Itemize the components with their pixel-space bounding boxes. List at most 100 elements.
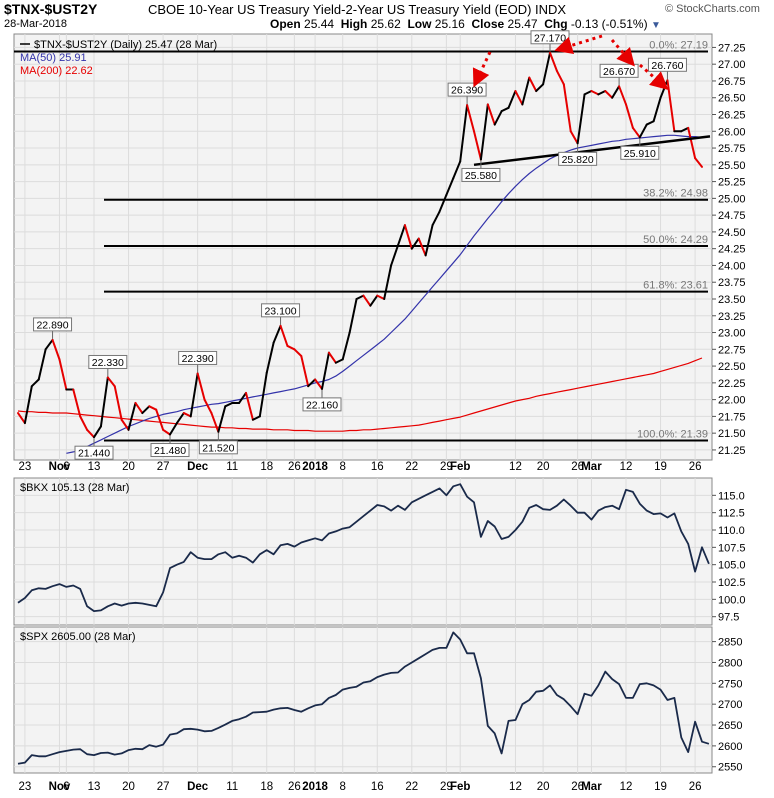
main-ytick-label: 27.00	[718, 59, 746, 71]
price-label: 26.670	[603, 66, 635, 78]
price-segment	[23, 385, 33, 425]
x-tick-label: 2018	[302, 781, 328, 793]
price-segment	[466, 104, 475, 133]
main-ytick-label: 21.75	[718, 411, 746, 423]
price-segment	[327, 351, 337, 364]
x-tick-label: 27	[157, 781, 170, 793]
price-segment	[486, 103, 496, 126]
price-segment	[652, 96, 662, 123]
price-label: 21.440	[78, 448, 110, 460]
price-segment	[210, 412, 220, 433]
main-ytick-label: 23.00	[718, 328, 746, 340]
x-tick-label: Dec	[187, 781, 209, 793]
price-segment	[555, 69, 565, 86]
price-segment	[79, 415, 89, 431]
price-segment	[549, 51, 558, 72]
price-segment	[355, 294, 365, 300]
low-label: Low	[407, 17, 432, 31]
price-label-box	[302, 397, 342, 412]
price-segment	[562, 83, 572, 133]
price-segment	[314, 378, 323, 390]
x-tick-label: 16	[371, 781, 384, 793]
x-tick-label: 12	[620, 461, 633, 473]
price-segment	[348, 297, 358, 334]
main-ytick-label: 22.50	[718, 361, 746, 373]
legend-spx: $SPX 2605.00 (28 Mar)	[20, 631, 136, 643]
price-segment	[148, 405, 158, 411]
x-tick-label: 20	[537, 461, 550, 473]
price-segment	[604, 90, 614, 99]
price-segment	[134, 401, 144, 415]
x-tick-label: 29	[440, 781, 453, 793]
open-value: 25.44	[304, 17, 335, 31]
price-segment	[403, 224, 413, 250]
legend-ma200: MA(200) 22.62	[20, 65, 93, 77]
stockcharts-logo[interactable]: © StockCharts.com	[665, 3, 760, 15]
chart-date: 28-Mar-2018	[4, 18, 67, 30]
x-tick-label: Dec	[187, 461, 209, 473]
spx-panel-frame	[13, 626, 713, 774]
main-panel-frame	[13, 33, 713, 461]
x-tick-label: 26	[288, 461, 301, 473]
x-tick-label: 26	[689, 461, 702, 473]
annotations	[472, 34, 669, 90]
main-ytick-label: 25.25	[718, 177, 746, 189]
x-tick-label: 23	[19, 781, 32, 793]
price-segment	[155, 408, 165, 431]
price-segment	[293, 348, 303, 358]
price-segment	[321, 351, 330, 390]
price-segment	[127, 401, 137, 431]
spx-line	[17, 631, 710, 765]
price-segment	[597, 90, 607, 96]
price-label-box	[74, 445, 114, 460]
price-segment	[583, 90, 593, 96]
price-segment	[196, 372, 206, 401]
x-tick-label: 13	[88, 461, 101, 473]
bkx-panel-frame	[13, 477, 713, 626]
x-tick-label: 23	[19, 461, 32, 473]
spx-ytick-label: 2600	[718, 741, 742, 753]
price-segment	[258, 371, 268, 418]
close-label: Close	[471, 17, 505, 31]
price-segment	[507, 90, 517, 109]
x-tick-label: 13	[88, 781, 101, 793]
dropdown-arrow-icon[interactable]: ▼	[650, 20, 661, 31]
price-segment	[397, 224, 406, 247]
price-segment	[687, 126, 697, 160]
main-ytick-label: 24.00	[718, 260, 746, 272]
price-segment	[500, 106, 510, 113]
price-label-box	[461, 167, 501, 182]
x-tick-label: 16	[371, 461, 384, 473]
main-ytick-label: 22.00	[718, 395, 746, 407]
legend-price: $TNX-$UST2Y (Daily) 25.47 (28 Mar)	[34, 39, 217, 51]
spx-ytick-label: 2800	[718, 657, 742, 669]
price-segment	[680, 126, 690, 133]
price-segment	[645, 120, 655, 126]
main-ytick-label: 21.50	[718, 428, 746, 440]
main-ytick-label: 24.25	[718, 244, 746, 256]
price-segment	[362, 294, 372, 307]
price-segment	[141, 405, 151, 415]
price-segment	[245, 391, 254, 421]
price-label: 26.760	[651, 60, 683, 72]
price-segment	[376, 294, 386, 300]
price-segment	[189, 372, 199, 418]
high-label: High	[340, 17, 368, 31]
price-segment	[521, 76, 531, 106]
price-segment	[265, 341, 275, 374]
price-segment	[51, 338, 61, 361]
price-segment	[58, 358, 68, 391]
x-tick-label: 22	[405, 461, 418, 473]
bkx-ytick-label: 110.0	[718, 525, 745, 537]
price-segment	[611, 85, 621, 99]
price-label: 25.820	[562, 154, 594, 166]
price-segment	[618, 85, 627, 106]
price-segment	[238, 391, 247, 404]
price-segment	[251, 415, 261, 421]
price-segment	[120, 418, 130, 431]
main-ytick-label: 22.25	[718, 378, 746, 390]
price-segment	[17, 412, 26, 425]
price-segment	[286, 344, 296, 351]
price-segment	[452, 160, 462, 180]
